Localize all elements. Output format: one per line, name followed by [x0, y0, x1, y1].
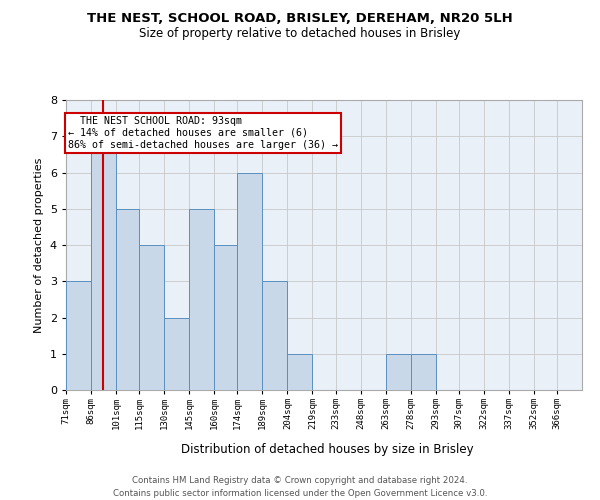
Text: Size of property relative to detached houses in Brisley: Size of property relative to detached ho… [139, 28, 461, 40]
Text: THE NEST, SCHOOL ROAD, BRISLEY, DEREHAM, NR20 5LH: THE NEST, SCHOOL ROAD, BRISLEY, DEREHAM,… [87, 12, 513, 26]
Bar [238, 172, 262, 390]
Text: THE NEST SCHOOL ROAD: 93sqm  
← 14% of detached houses are smaller (6)
86% of se: THE NEST SCHOOL ROAD: 93sqm ← 14% of det… [68, 116, 338, 150]
Bar [410, 354, 436, 390]
Bar [116, 209, 139, 390]
Bar [66, 281, 91, 390]
Bar [139, 245, 164, 390]
Y-axis label: Number of detached properties: Number of detached properties [34, 158, 44, 332]
Bar [386, 354, 410, 390]
Bar [287, 354, 313, 390]
Bar [214, 245, 238, 390]
Bar [91, 136, 116, 390]
Text: Distribution of detached houses by size in Brisley: Distribution of detached houses by size … [181, 442, 473, 456]
Text: Contains HM Land Registry data © Crown copyright and database right 2024.
Contai: Contains HM Land Registry data © Crown c… [113, 476, 487, 498]
Bar [262, 281, 287, 390]
Bar [189, 209, 214, 390]
Bar [164, 318, 189, 390]
